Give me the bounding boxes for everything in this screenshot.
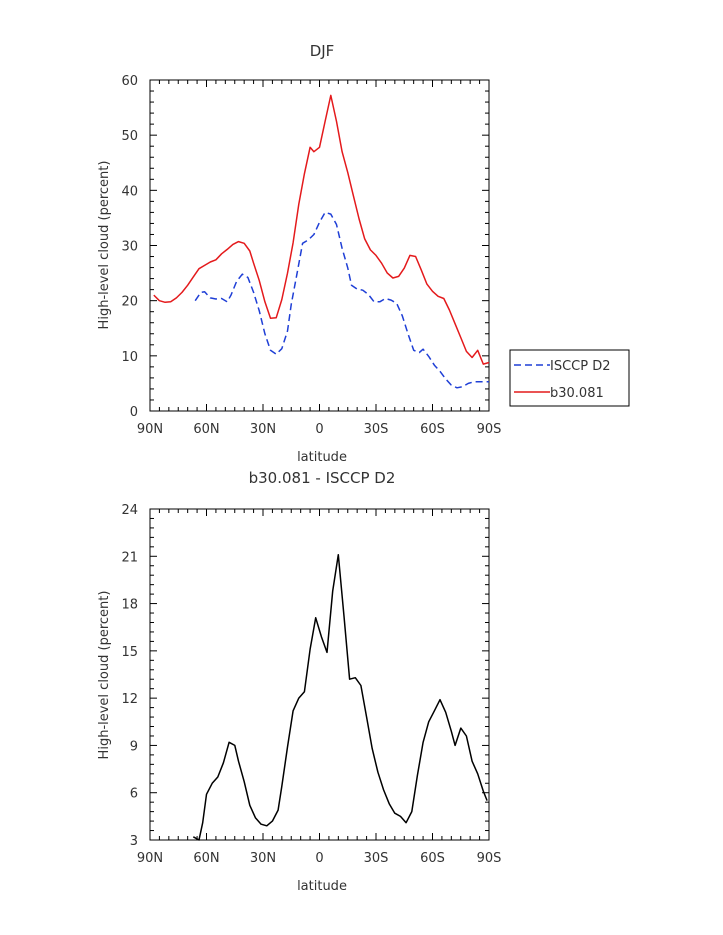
x-tick-label: 30N — [250, 851, 276, 866]
top-panel-title: DJF — [310, 42, 335, 60]
y-tick-label: 15 — [121, 645, 138, 660]
y-tick-label: 20 — [121, 295, 138, 310]
top-x-tick-labels: 90N 60N 30N 0 30S 60S 90S — [137, 422, 502, 437]
bottom-plot-frame — [149, 508, 490, 841]
legend-box — [509, 349, 630, 407]
y-tick-label: 60 — [121, 74, 138, 89]
bottom-y-tick-labels: 3 6 9 12 15 18 21 24 — [121, 503, 138, 849]
series-line-b30-081 — [153, 94, 490, 365]
bottom-panel: b30.081 - ISCCP D2 90N 60N 30N 0 30S 60S 90S 3… — [97, 469, 501, 894]
top-plot-frame — [149, 79, 490, 412]
y-tick-label: 24 — [121, 503, 138, 518]
x-tick-label: 0 — [315, 851, 323, 866]
y-tick-label: 3 — [130, 834, 138, 849]
y-tick-label: 50 — [121, 129, 138, 144]
y-tick-label: 18 — [121, 598, 138, 613]
series-line-b30-081-isccp-d2 — [192, 553, 488, 841]
y-tick-label: 6 — [130, 787, 138, 802]
x-tick-label: 60N — [193, 422, 219, 437]
x-tick-label: 90S — [477, 422, 502, 437]
legend-label-model: b30.081 — [550, 386, 604, 401]
x-tick-label: 0 — [315, 422, 323, 437]
x-tick-label: 30N — [250, 422, 276, 437]
x-tick-label: 30S — [364, 851, 389, 866]
legend-label-isccp: ISCCP D2 — [550, 359, 611, 374]
bottom-panel-title: b30.081 - ISCCP D2 — [249, 469, 396, 487]
x-tick-label: 90N — [137, 851, 163, 866]
top-y-tick-labels: 0 10 20 30 40 50 60 — [121, 74, 138, 420]
top-y-axis-label: High-level cloud (percent) — [97, 161, 112, 330]
y-tick-label: 40 — [121, 184, 138, 199]
y-tick-label: 21 — [121, 550, 138, 565]
bottom-x-axis-label: latitude — [297, 879, 347, 894]
x-tick-label: 60N — [193, 851, 219, 866]
bottom-series-lines — [192, 553, 488, 841]
x-tick-label: 30S — [364, 422, 389, 437]
x-tick-label: 60S — [420, 851, 445, 866]
y-tick-label: 9 — [130, 739, 138, 754]
top-x-axis-label: latitude — [297, 450, 347, 465]
top-panel: DJF 90N 60N 30N 0 30S 60S 90S 0 10 20 30 40 50 60 la… — [97, 42, 630, 465]
x-tick-label: 90S — [477, 851, 502, 866]
bottom-y-axis-label: High-level cloud (percent) — [97, 591, 112, 760]
top-ticks — [149, 79, 490, 412]
series-line-isccp-d2 — [194, 211, 489, 389]
y-tick-label: 0 — [130, 405, 138, 420]
y-tick-label: 30 — [121, 240, 138, 255]
top-series-lines — [153, 94, 490, 389]
bottom-x-tick-labels: 90N 60N 30N 0 30S 60S 90S — [137, 851, 502, 866]
legend: ISCCP D2 b30.081 — [509, 349, 630, 407]
x-tick-label: 60S — [420, 422, 445, 437]
x-tick-label: 90N — [137, 422, 163, 437]
y-tick-label: 10 — [121, 350, 138, 365]
bottom-ticks — [149, 508, 490, 841]
y-tick-label: 12 — [121, 692, 138, 707]
